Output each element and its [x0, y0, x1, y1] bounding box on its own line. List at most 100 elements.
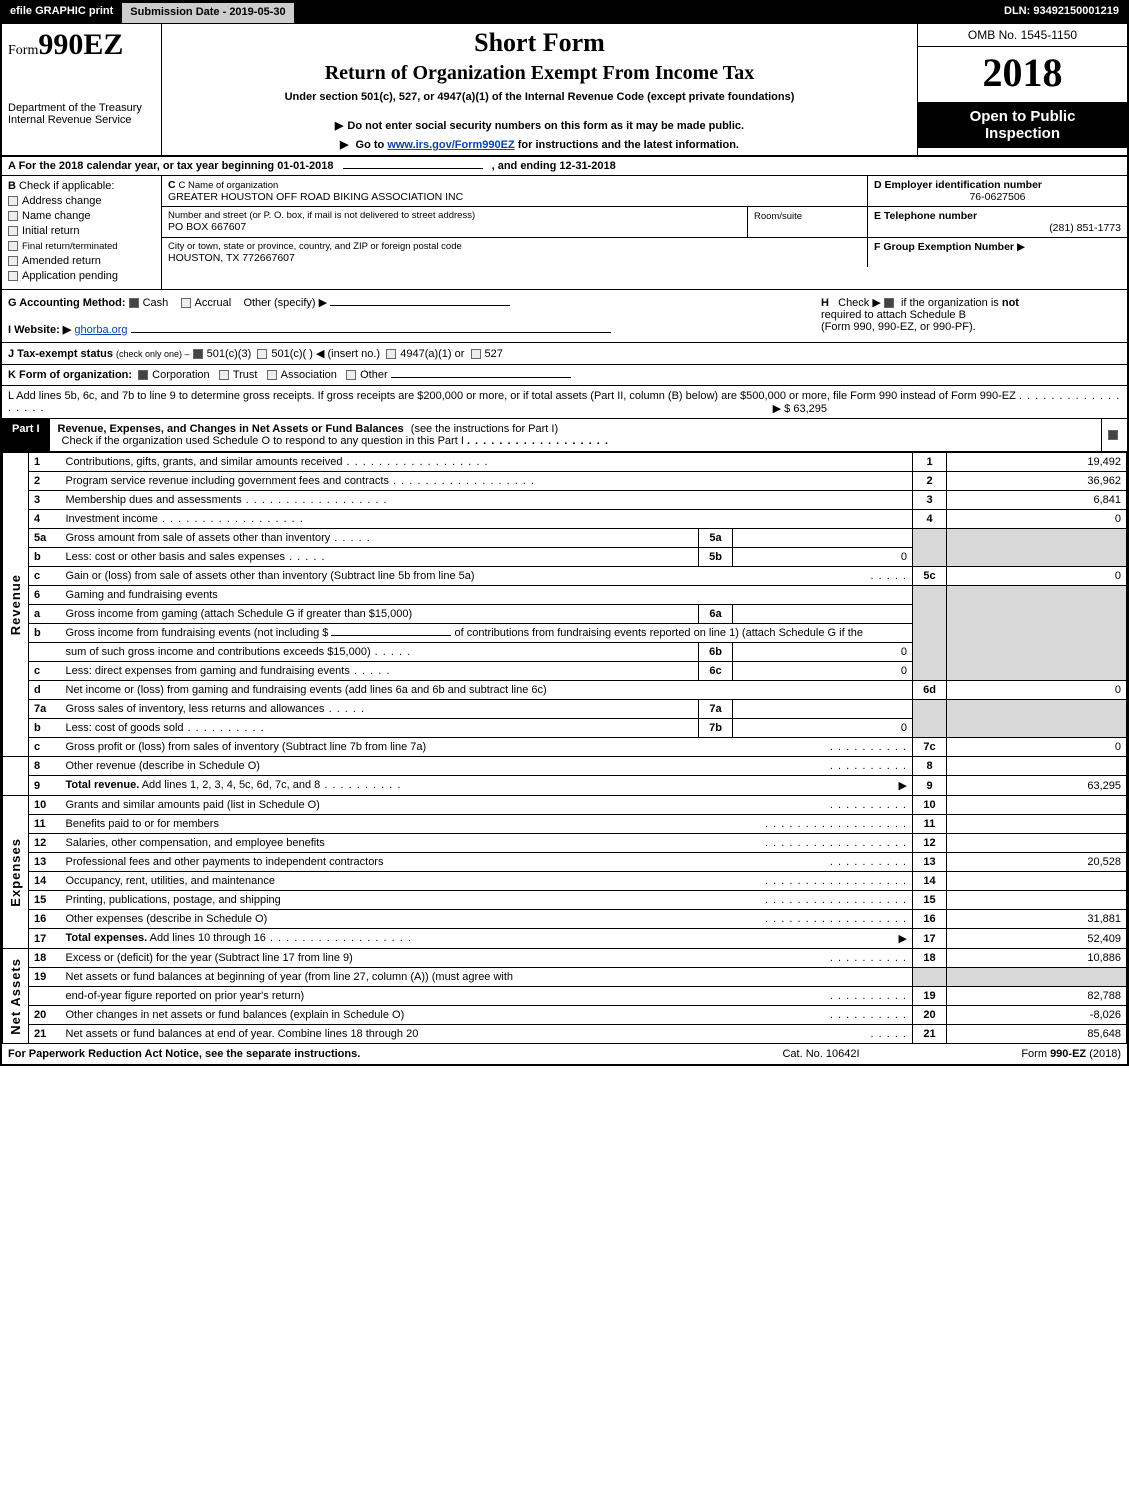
form-prefix: Form	[8, 43, 38, 58]
chk-trust[interactable]	[219, 370, 229, 380]
dots-icon	[830, 1009, 907, 1021]
dots-icon	[320, 779, 401, 791]
shade-cell	[947, 586, 1127, 681]
line-desc: Grants and similar amounts paid (list in…	[61, 796, 913, 815]
l-text: L Add lines 5b, 6c, and 7b to line 9 to …	[8, 390, 1016, 402]
city-cell: City or town, state or province, country…	[162, 238, 867, 267]
lbl-527: 527	[485, 348, 503, 360]
room-label: Room/suite	[754, 211, 802, 222]
chk-name-change[interactable]: Name change	[8, 210, 155, 222]
desc-text: Gross sales of inventory, less returns a…	[66, 703, 325, 715]
table-row: end-of-year figure reported on prior yea…	[3, 987, 1127, 1006]
note-goto: Go to www.irs.gov/Form990EZ for instruct…	[172, 138, 907, 151]
submission-date: Submission Date - 2019-05-30	[121, 2, 294, 24]
desc-text: Other changes in net assets or fund bala…	[66, 1009, 405, 1021]
rnum: 19	[913, 987, 947, 1006]
box-c-label: C C Name of organization	[168, 179, 861, 191]
table-row: Expenses 10 Grants and similar amounts p…	[3, 796, 1127, 815]
dots-icon	[830, 856, 907, 868]
table-row: 16 Other expenses (describe in Schedule …	[3, 910, 1127, 929]
i-label: I Website: ▶	[8, 324, 71, 336]
table-row: 11 Benefits paid to or for members 11	[3, 815, 1127, 834]
row-c-name: C C Name of organization GREATER HOUSTON…	[162, 176, 1127, 207]
section-expenses: Expenses	[3, 796, 29, 949]
chk-address-change[interactable]: Address change	[8, 195, 155, 207]
shade-cell	[913, 700, 947, 738]
box-d: D Employer identification number 76-0627…	[867, 176, 1127, 206]
part1-checkline: Check if the organization used Schedule …	[62, 435, 464, 447]
header: Form990EZ Department of the Treasury Int…	[2, 24, 1127, 157]
part1-checkbox[interactable]	[1101, 419, 1127, 451]
desc-text: Program service revenue including govern…	[66, 475, 535, 487]
l-amount: ▶ $ 63,295	[773, 402, 827, 415]
table-row: 4 Investment income 4 0	[3, 510, 1127, 529]
rval	[947, 815, 1127, 834]
line-num: 8	[29, 757, 61, 776]
chk-initial-return[interactable]: Initial return	[8, 225, 155, 237]
line-desc: Occupancy, rent, utilities, and maintena…	[61, 872, 913, 891]
dots-icon	[467, 435, 609, 447]
chk-501c[interactable]	[257, 349, 267, 359]
part1-tag: Part I	[2, 419, 50, 451]
line-desc: Net income or (loss) from gaming and fun…	[61, 681, 913, 700]
line-desc: Printing, publications, postage, and shi…	[61, 891, 913, 910]
desc-text2: of contributions from fundraising events…	[455, 627, 863, 639]
table-row: 6 Gaming and fundraising events	[3, 586, 1127, 605]
lbl-4947: 4947(a)(1) or	[400, 348, 464, 360]
lbl-final-return: Final return/terminated	[22, 241, 118, 252]
j-note: (check only one) –	[116, 349, 190, 359]
lbl-assoc: Association	[281, 369, 337, 381]
line-num: 21	[29, 1025, 61, 1044]
rnum: 13	[913, 853, 947, 872]
chk-h[interactable]	[884, 298, 894, 308]
cat-no: Cat. No. 10642I	[721, 1048, 921, 1060]
chk-assoc[interactable]	[267, 370, 277, 380]
chk-527[interactable]	[471, 349, 481, 359]
lbl-cash: Cash	[143, 297, 169, 309]
k-label: K Form of organization:	[8, 369, 132, 381]
desc-text: Investment income	[66, 513, 304, 525]
rval: -8,026	[947, 1006, 1127, 1025]
lbl-initial-return: Initial return	[22, 225, 79, 237]
box-e: E Telephone number (281) 851-1773	[867, 207, 1127, 237]
rnum: 5c	[913, 567, 947, 586]
line-num: 17	[29, 929, 61, 949]
netassets-label: Net Assets	[8, 958, 23, 1035]
table-row: 3 Membership dues and assessments 3 6,84…	[3, 491, 1127, 510]
chk-accrual[interactable]	[181, 298, 191, 308]
dots-icon	[266, 932, 412, 944]
shade-cell	[947, 968, 1127, 987]
line-num: 15	[29, 891, 61, 910]
chk-final-return[interactable]: Final return/terminated	[8, 240, 155, 252]
rnum: 10	[913, 796, 947, 815]
desc-text: Excess or (deficit) for the year (Subtra…	[66, 952, 353, 964]
desc-text: Gross income from fundraising events (no…	[66, 627, 332, 639]
table-row: 17 Total expenses. Add lines 10 through …	[3, 929, 1127, 949]
desc-text: Total revenue.	[66, 779, 140, 791]
header-right: OMB No. 1545-1150 2018 Open to Public In…	[917, 24, 1127, 155]
chk-501c3[interactable]	[193, 349, 203, 359]
desc-text: Gain or (loss) from sale of assets other…	[66, 570, 475, 582]
dots-icon	[870, 570, 907, 582]
table-row: 2 Program service revenue including gove…	[3, 472, 1127, 491]
chk-application-pending[interactable]: Application pending	[8, 270, 155, 282]
lbl-application-pending: Application pending	[22, 270, 118, 282]
chk-corp[interactable]	[138, 370, 148, 380]
chk-other-org[interactable]	[346, 370, 356, 380]
line-h: H Check ▶ if the organization is not req…	[821, 296, 1121, 336]
goto-prefix: Go to	[356, 139, 388, 151]
city-label: City or town, state or province, country…	[168, 241, 861, 252]
open-public-2: Inspection	[922, 125, 1123, 142]
irs-link[interactable]: www.irs.gov/Form990EZ	[387, 139, 514, 151]
table-row: 21 Net assets or fund balances at end of…	[3, 1025, 1127, 1044]
website-link[interactable]: ghorba.org	[74, 324, 127, 336]
phone: (281) 851-1773	[874, 222, 1121, 234]
chk-amended-return[interactable]: Amended return	[8, 255, 155, 267]
rval: 20,528	[947, 853, 1127, 872]
h-letter: H	[821, 297, 829, 309]
rval: 52,409	[947, 929, 1127, 949]
box-e-label: E Telephone number	[874, 210, 977, 222]
desc-text: Gross amount from sale of assets other t…	[66, 532, 371, 544]
chk-4947[interactable]	[386, 349, 396, 359]
chk-cash[interactable]	[129, 298, 139, 308]
